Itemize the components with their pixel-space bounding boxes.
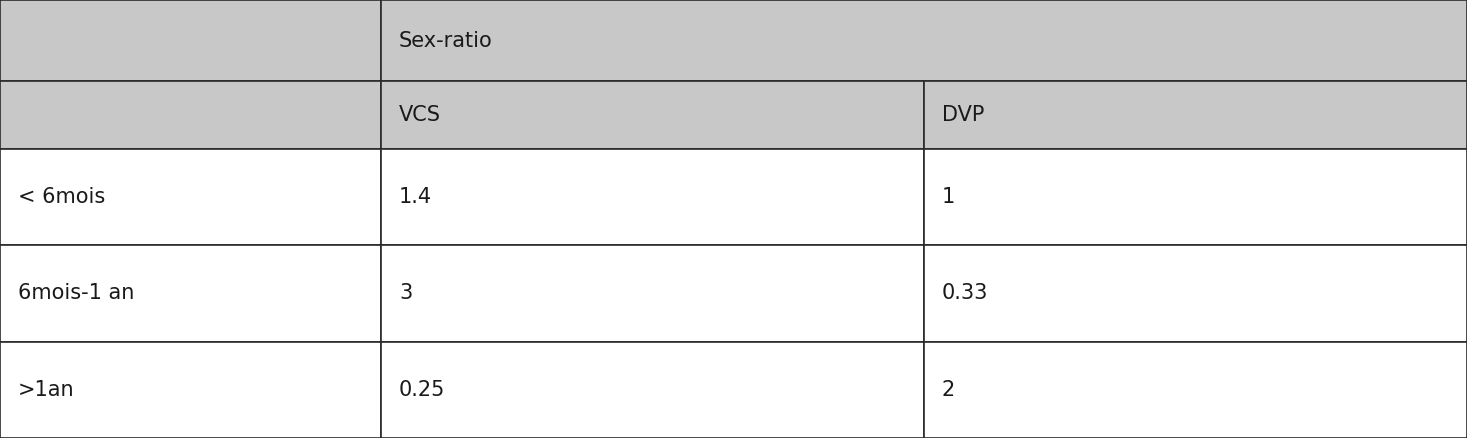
- Text: 3: 3: [399, 283, 412, 304]
- Text: 1.4: 1.4: [399, 187, 433, 207]
- Text: 6mois-1 an: 6mois-1 an: [18, 283, 133, 304]
- Bar: [924, 245, 1467, 342]
- Text: >1an: >1an: [18, 380, 75, 400]
- Text: DVP: DVP: [942, 105, 984, 125]
- Bar: [381, 149, 924, 245]
- Bar: [381, 342, 924, 438]
- Text: < 6mois: < 6mois: [18, 187, 104, 207]
- Bar: [924, 342, 1467, 438]
- Bar: [924, 149, 1467, 245]
- Bar: [0, 149, 381, 245]
- Text: VCS: VCS: [399, 105, 442, 125]
- Bar: [381, 81, 924, 149]
- Bar: [0, 81, 381, 149]
- Bar: [381, 245, 924, 342]
- Bar: [381, 0, 1467, 81]
- Text: Sex-ratio: Sex-ratio: [399, 31, 493, 50]
- Text: 1: 1: [942, 187, 955, 207]
- Text: 0.33: 0.33: [942, 283, 989, 304]
- Bar: [0, 0, 381, 81]
- Text: 0.25: 0.25: [399, 380, 446, 400]
- Bar: [0, 342, 381, 438]
- Bar: [0, 245, 381, 342]
- Bar: [924, 81, 1467, 149]
- Text: 2: 2: [942, 380, 955, 400]
